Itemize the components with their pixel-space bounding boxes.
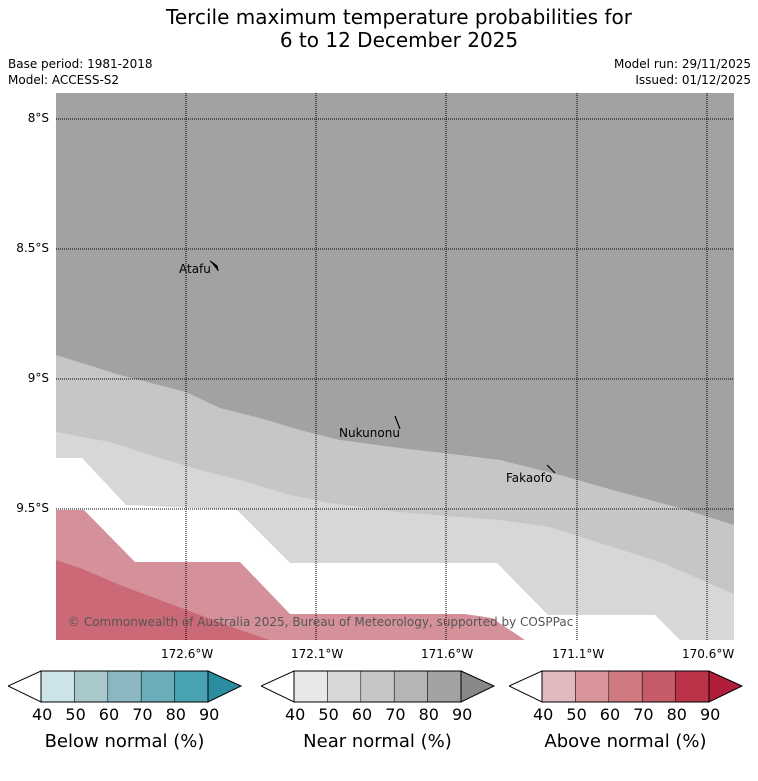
colorbar-segment bbox=[293, 670, 328, 703]
colorbar-tick-label: 40 bbox=[533, 705, 554, 724]
colorbar-title: Below normal (%) bbox=[44, 731, 205, 752]
colorbar-tick-label: 40 bbox=[285, 705, 306, 724]
colorbar-2 bbox=[509, 670, 744, 703]
meta-left: Base period: 1981-2018 Model: ACCESS-S2 bbox=[8, 56, 153, 88]
colorbar-segment bbox=[675, 670, 710, 703]
colorbar-high-extension bbox=[207, 670, 243, 703]
colorbar-segment bbox=[360, 670, 395, 703]
colorbar-segment bbox=[74, 670, 109, 703]
colorbar-0 bbox=[8, 670, 243, 703]
colorbar-tick-label: 70 bbox=[385, 705, 406, 724]
colorbar-tick-label: 70 bbox=[633, 705, 654, 724]
island-outlines bbox=[209, 260, 556, 474]
title-line-1: Tercile maximum temperature probabilitie… bbox=[166, 5, 632, 29]
model-run: Model run: 29/11/2025 bbox=[613, 57, 751, 71]
colorbar-tick-label: 60 bbox=[351, 705, 373, 724]
lon-label: 172.6°W bbox=[161, 647, 214, 661]
colorbar-segment bbox=[327, 670, 362, 703]
colorbar-tick-label: 70 bbox=[132, 705, 153, 724]
colorbar-tick-label: 90 bbox=[452, 705, 473, 724]
colorbar-tick-label: 80 bbox=[666, 705, 687, 724]
colorbar-tick-label: 50 bbox=[318, 705, 339, 724]
colorbar-tick-label: 40 bbox=[32, 705, 53, 724]
colorbar-tick-label: 80 bbox=[418, 705, 439, 724]
lat-label: 8°S bbox=[27, 111, 49, 125]
colorbar-segment bbox=[393, 670, 428, 703]
colorbar-title: Near normal (%) bbox=[303, 731, 452, 752]
colorbar-title: Above normal (%) bbox=[544, 731, 707, 752]
colorbar-tick-label: 90 bbox=[700, 705, 721, 724]
colorbar-segment bbox=[140, 670, 175, 703]
colorbar-tick-label: 60 bbox=[98, 705, 120, 724]
lon-label: 171.6°W bbox=[421, 647, 474, 661]
lat-label: 9°S bbox=[27, 371, 49, 385]
lon-label: 172.1°W bbox=[291, 647, 344, 661]
issued-date: Issued: 01/12/2025 bbox=[635, 73, 751, 87]
colorbar-tick-label: 80 bbox=[165, 705, 186, 724]
colorbar-low-extension bbox=[8, 670, 42, 703]
colorbar-low-extension bbox=[509, 670, 543, 703]
colorbar-1 bbox=[261, 670, 496, 703]
colorbar-tick-label: 50 bbox=[65, 705, 86, 724]
colorbar-segment bbox=[427, 670, 462, 703]
colorbar-low-extension bbox=[261, 670, 295, 703]
nukunonu-island bbox=[394, 415, 401, 430]
above-normal-60-region bbox=[56, 560, 270, 640]
lat-label: 8.5°S bbox=[16, 241, 49, 255]
lon-label: 170.6°W bbox=[682, 647, 735, 661]
lon-label: 171.1°W bbox=[552, 647, 605, 661]
colorbar-segment bbox=[107, 670, 142, 703]
colorbar-tick-label: 50 bbox=[566, 705, 587, 724]
colorbar-segment bbox=[541, 670, 576, 703]
colorbar-high-extension bbox=[708, 670, 744, 703]
chart-title: Tercile maximum temperature probabilitie… bbox=[0, 6, 758, 52]
lat-label: 9.5°S bbox=[16, 501, 49, 515]
colorbar-tick-label: 90 bbox=[199, 705, 220, 724]
model-name: Model: ACCESS-S2 bbox=[8, 73, 120, 87]
place-label-fakaofo: Fakaofo bbox=[506, 471, 553, 485]
colorbar-segment bbox=[641, 670, 676, 703]
colorbar-segment bbox=[608, 670, 643, 703]
colorbar-high-extension bbox=[460, 670, 496, 703]
colorbar-segment bbox=[40, 670, 75, 703]
place-label-nukunonu: Nukunonu bbox=[339, 426, 400, 440]
colorbar-segment bbox=[174, 670, 209, 703]
gridlines bbox=[56, 93, 734, 640]
colorbar-tick-label: 60 bbox=[599, 705, 621, 724]
copyright-notice: © Commonwealth of Australia 2025, Bureau… bbox=[68, 615, 574, 629]
fakaofo-island bbox=[546, 464, 556, 474]
place-label-atafu: Atafu bbox=[179, 262, 211, 276]
meta-right: Model run: 29/11/2025 Issued: 01/12/2025 bbox=[614, 56, 751, 88]
atafu-island bbox=[209, 260, 219, 272]
title-line-2: 6 to 12 December 2025 bbox=[279, 28, 519, 52]
base-period: Base period: 1981-2018 bbox=[8, 57, 153, 71]
colorbar-segment bbox=[575, 670, 610, 703]
